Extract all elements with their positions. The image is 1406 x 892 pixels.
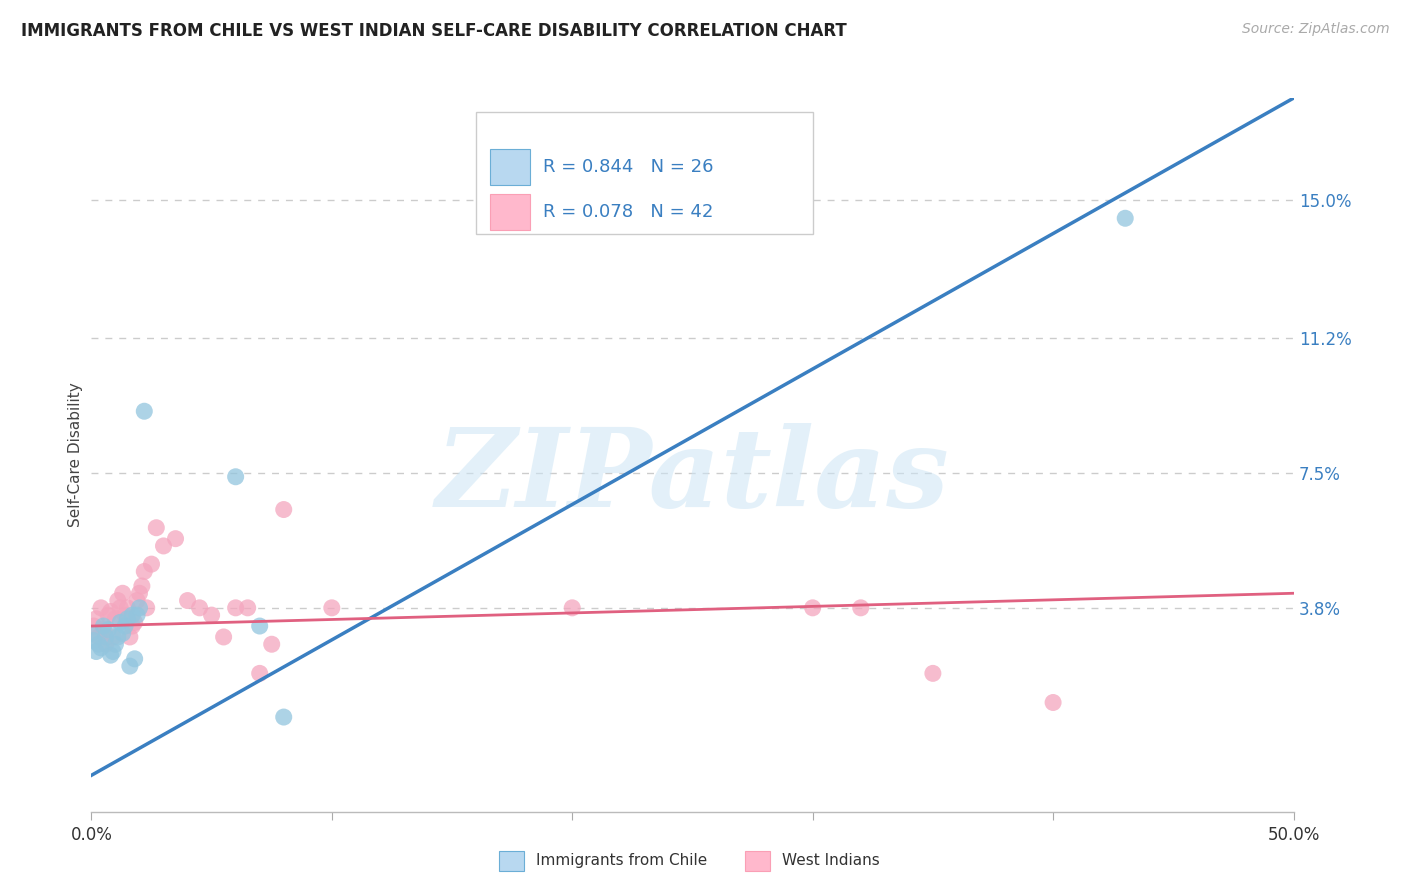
Point [1042,696,1064,710]
Point [93,623,115,637]
Point [104,637,127,651]
Point [131,579,153,593]
Text: Source: ZipAtlas.com: Source: ZipAtlas.com [1241,22,1389,37]
Point [236,600,259,615]
Point [107,593,129,607]
Point [188,600,211,615]
Point [145,521,167,535]
Point [90,600,112,615]
Point [114,608,136,623]
Point [111,626,134,640]
Point [225,600,247,615]
Point [849,600,872,615]
Point [93,619,115,633]
Text: West Indians: West Indians [782,854,880,868]
Point [125,593,148,607]
Point [801,600,824,615]
Point [84,644,107,658]
Point [80,626,103,640]
Point [107,630,129,644]
Point [125,608,148,623]
Point [111,586,134,600]
Point [97,608,120,623]
Point [117,600,139,615]
Point [249,666,271,681]
Point [273,502,295,516]
Point [249,619,271,633]
Point [118,659,141,673]
Point [165,532,187,546]
Point [121,608,143,623]
Point [1114,211,1136,226]
Point [101,630,124,644]
Point [83,633,105,648]
Text: Immigrants from Chile: Immigrants from Chile [536,854,707,868]
Point [128,586,150,600]
Point [121,619,143,633]
Point [260,637,283,651]
Point [110,600,132,615]
Point [152,539,174,553]
Point [922,666,945,681]
Point [104,612,127,626]
Point [212,630,235,644]
Point [117,612,139,626]
Point [124,652,146,666]
Point [141,557,163,571]
Point [134,565,156,579]
Point [118,630,141,644]
Point [124,615,146,630]
Point [90,640,112,655]
Point [83,619,105,633]
Point [561,600,583,615]
Point [84,612,107,626]
Point [201,608,224,623]
Y-axis label: Self-Care Disability: Self-Care Disability [67,383,83,527]
Point [100,648,122,662]
Point [225,469,247,483]
Point [128,600,150,615]
Point [321,600,343,615]
Point [97,623,120,637]
Point [176,593,198,607]
Point [87,630,110,644]
Point [100,605,122,619]
Point [110,615,132,630]
Point [87,637,110,651]
Point [135,600,157,615]
Point [273,710,295,724]
Point [94,630,117,644]
Point [134,404,156,418]
Point [94,637,117,651]
Text: ZIPatlas: ZIPatlas [436,423,949,530]
Text: R = 0.844   N = 26: R = 0.844 N = 26 [543,158,714,176]
Point [114,619,136,633]
Text: R = 0.078   N = 42: R = 0.078 N = 42 [543,202,714,221]
Text: IMMIGRANTS FROM CHILE VS WEST INDIAN SELF-CARE DISABILITY CORRELATION CHART: IMMIGRANTS FROM CHILE VS WEST INDIAN SEL… [21,22,846,40]
Point [101,644,124,658]
